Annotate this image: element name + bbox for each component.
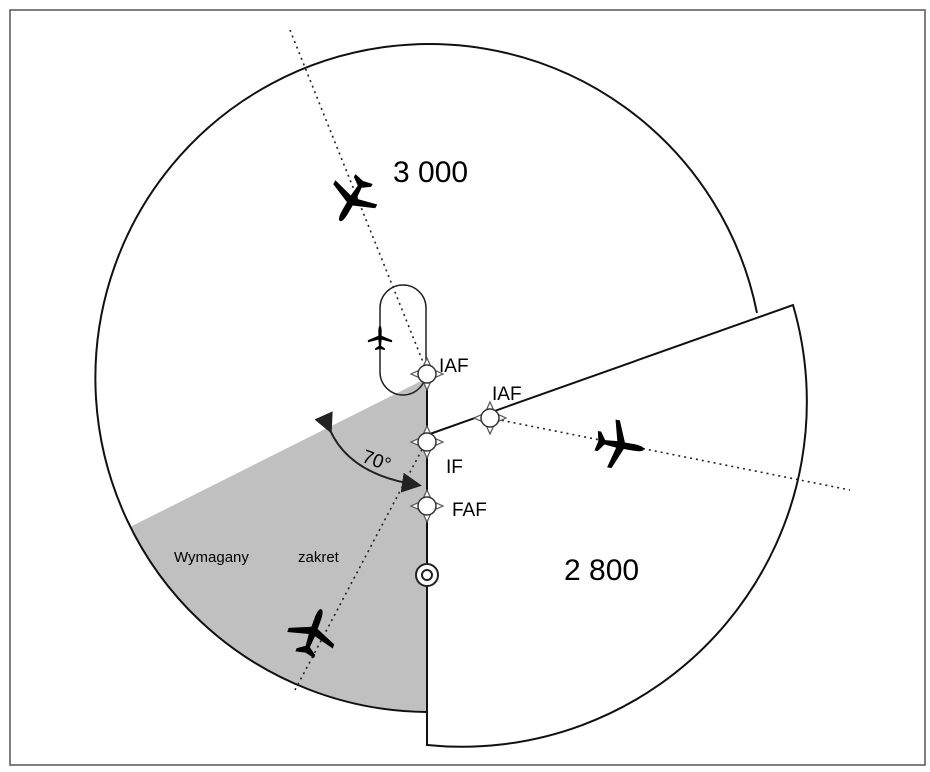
fix-label: FAF bbox=[452, 500, 487, 521]
turn-label: zakret bbox=[298, 549, 340, 566]
altitude-label: 3 000 bbox=[393, 156, 468, 189]
inbound-track bbox=[489, 417, 851, 491]
inbound-track bbox=[289, 29, 428, 373]
turn-label: Wymagany bbox=[174, 549, 249, 566]
sector-east bbox=[426, 303, 808, 748]
altitude-label: 2 800 bbox=[564, 554, 639, 587]
threshold bbox=[421, 569, 433, 581]
fix-label: IAF bbox=[492, 384, 522, 405]
fix-label: IAF bbox=[439, 356, 469, 377]
angle-arc bbox=[314, 411, 422, 493]
sector-north bbox=[94, 43, 758, 713]
fix-label: IF bbox=[446, 457, 463, 478]
